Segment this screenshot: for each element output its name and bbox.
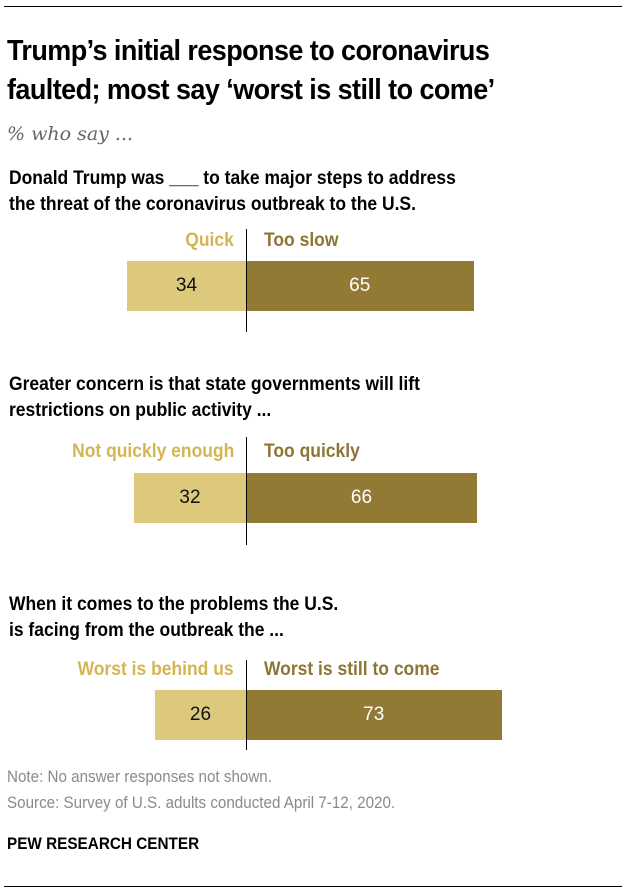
chart-subtitle: % who say ... xyxy=(7,123,134,145)
data-label-left: 32 xyxy=(179,487,201,508)
center-axis-line xyxy=(245,229,247,332)
top-rule xyxy=(4,6,622,7)
data-label-right: 73 xyxy=(363,704,385,725)
title-line-2: faulted; most say ‘worst is still to com… xyxy=(7,74,495,106)
question-text: Donald Trump was ___ to take major steps… xyxy=(9,166,456,218)
question-line-2: is facing from the outbreak the ... xyxy=(9,620,284,641)
bar-left-segment xyxy=(134,473,246,523)
bottom-rule xyxy=(4,886,622,887)
bar-right-segment xyxy=(246,261,474,311)
bar-right-segment xyxy=(246,473,477,523)
bar-left-segment xyxy=(127,261,246,311)
brand-logo-text: PEW RESEARCH CENTER xyxy=(7,834,200,853)
bar-right-segment xyxy=(246,690,502,740)
center-axis-line xyxy=(245,437,247,545)
question-line-1: Greater concern is that state government… xyxy=(9,374,420,395)
category-label-right: Worst is still to come xyxy=(264,659,440,680)
question-line-1: Donald Trump was ___ to take major steps… xyxy=(9,168,456,189)
question-line-1: When it comes to the problems the U.S. xyxy=(9,594,339,615)
bar-left-segment xyxy=(155,690,246,740)
question-line-2: restrictions on public activity ... xyxy=(9,400,272,421)
category-label-left: Not quickly enough xyxy=(71,441,234,462)
category-label-left: Worst is behind us xyxy=(77,659,234,680)
question-line-2: the threat of the coronavirus outbreak t… xyxy=(9,194,416,215)
category-label-right: Too slow xyxy=(264,230,339,251)
question-text: When it comes to the problems the U.S. i… xyxy=(9,592,338,644)
footnote: Note: No answer responses not shown. xyxy=(7,768,272,786)
category-label-left: Quick xyxy=(185,230,234,251)
data-label-right: 65 xyxy=(349,275,371,296)
chart-title: Trump’s initial response to coronavirus … xyxy=(7,32,576,110)
question-text: Greater concern is that state government… xyxy=(9,372,420,424)
center-axis-line xyxy=(245,660,247,750)
category-label-right: Too quickly xyxy=(264,441,360,462)
data-label-right: 66 xyxy=(350,487,373,508)
title-line-1: Trump’s initial response to coronavirus xyxy=(7,35,490,67)
data-label-left: 34 xyxy=(175,275,198,296)
source-note: Source: Survey of U.S. adults conducted … xyxy=(7,794,396,812)
data-label-left: 26 xyxy=(189,704,212,725)
